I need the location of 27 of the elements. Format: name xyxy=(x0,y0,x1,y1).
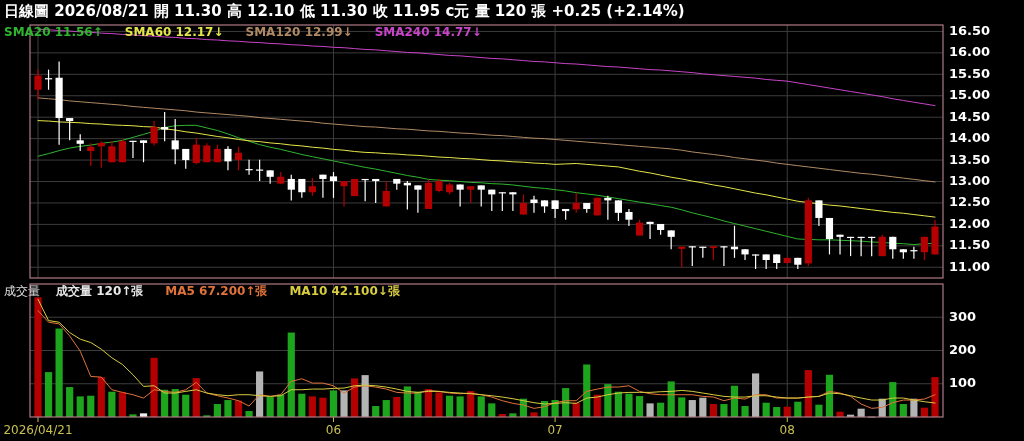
chart-title: 成交量 xyxy=(4,284,40,298)
text: MA5 67.200↑張 xyxy=(165,284,269,298)
series-label: 成交量 120↑張 xyxy=(55,284,145,298)
y-tick-label: 12.00 xyxy=(949,215,991,231)
x-tick-label: 08 xyxy=(779,423,795,437)
y-tick-label: 14.50 xyxy=(949,108,991,124)
y-tick-label: 300 xyxy=(949,308,977,324)
y-tick-label: 14.00 xyxy=(949,130,991,146)
text: MA10 42.100↓張 xyxy=(289,284,401,298)
y-tick-label: 11.50 xyxy=(949,237,991,253)
y-tick-label: 200 xyxy=(949,342,977,357)
y-tick-label: 16.00 xyxy=(949,44,991,60)
y-tick-label: 12.50 xyxy=(949,194,991,210)
x-tick-label: 06 xyxy=(325,423,342,437)
y-tick-label: 15.50 xyxy=(949,65,991,81)
x-tick-label: 07 xyxy=(547,423,563,437)
text: SMA120 12.99↓ xyxy=(245,25,353,39)
y-tick-label: 15.00 xyxy=(949,87,991,103)
y-tick-label: 11.00 xyxy=(949,258,991,274)
chart-title: 日線圖 2026/08/21 開 11.30 高 12.10 低 11.30 收 11.95 c元 量 120 張 +0.25 (+2.14%) xyxy=(4,2,685,20)
y-tick-label: 100 xyxy=(949,375,977,391)
y-tick-label: 13.50 xyxy=(949,151,991,167)
series-label: SMA240 14.77↓ xyxy=(374,25,482,39)
x-tick-label: 2026/04/21 xyxy=(3,423,73,437)
y-tick-label: 16.50 xyxy=(949,22,991,38)
y-tick-label: 13.00 xyxy=(949,173,991,189)
text: SMA60 12.17↓ xyxy=(124,25,224,39)
